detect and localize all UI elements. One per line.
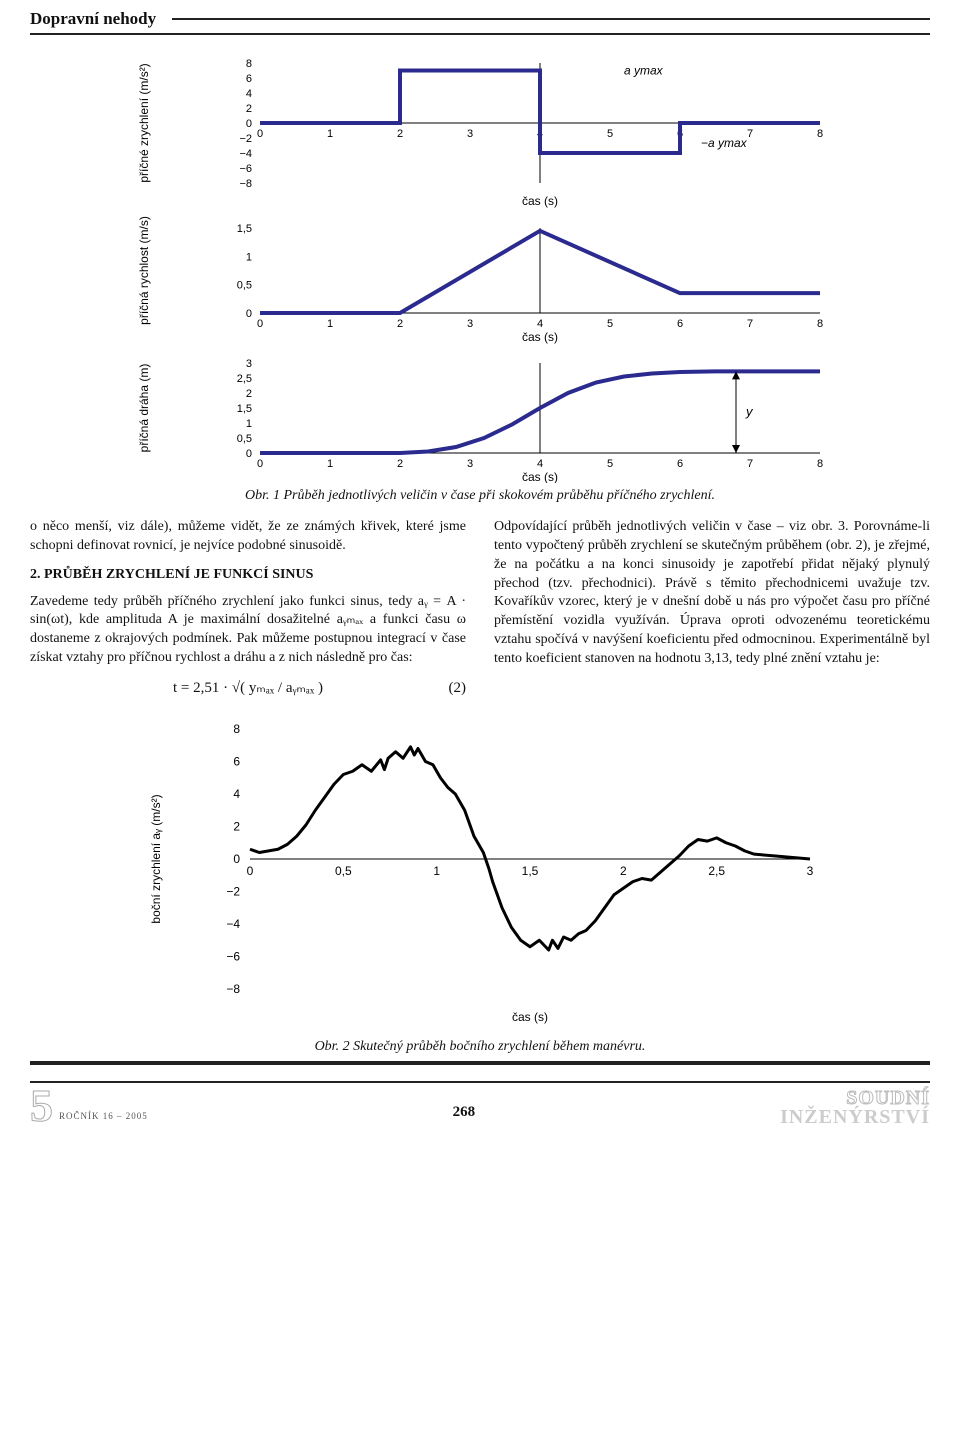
body-columns: o něco menší, viz dále), můžeme vidět, ž… [30,518,930,698]
svg-text:1,5: 1,5 [522,864,539,878]
svg-text:5: 5 [607,128,613,140]
equation-2-body: t = 2,51 · √( yₘₐₓ / aᵧₘₐₓ ) [173,680,323,696]
svg-text:příčné zrychlení (m/s²): příčné zrychlení (m/s²) [137,63,151,182]
svg-text:2,5: 2,5 [237,373,252,385]
svg-text:5: 5 [607,318,613,330]
svg-text:2: 2 [397,128,403,140]
svg-text:0,5: 0,5 [335,864,352,878]
svg-text:čas (s): čas (s) [512,1010,548,1024]
svg-text:0: 0 [246,448,252,460]
brand-line-1: SOUDNÍ [780,1089,930,1108]
svg-text:2,5: 2,5 [708,864,725,878]
svg-text:4: 4 [233,787,240,801]
svg-text:1: 1 [433,864,440,878]
svg-text:−2: −2 [226,885,240,899]
svg-text:3: 3 [807,864,814,878]
svg-text:y: y [745,404,754,419]
figure-2: boční zrychlení aᵧ (m/s²) 8 6 4 2 0 −2 −4 −6 −8 0 0… [130,714,830,1057]
svg-text:−4: −4 [226,917,240,931]
svg-text:−4: −4 [239,148,252,160]
svg-text:8: 8 [246,58,252,70]
page-number: 268 [148,1102,780,1126]
page-header: Dopravní nehody [30,8,156,31]
svg-text:6: 6 [677,318,683,330]
page-footer: 5 ROČNÍK 16 – 2005 268 SOUDNÍ INŽENÝRSTV… [30,1081,930,1126]
figure-1: příčné zrychlení (m/s²) 8 6 4 2 0 −2 −4 −6 −8 0 1 2 3… [130,53,830,506]
figure-1-svg: příčné zrychlení (m/s²) 8 6 4 2 0 −2 −4 −6 −8 0 1 2 3… [130,53,830,483]
svg-text:boční zrychlení aᵧ (m/s²): boční zrychlení aᵧ (m/s²) [149,795,163,924]
svg-text:1: 1 [327,458,333,470]
svg-text:1,5: 1,5 [237,223,252,235]
svg-text:3: 3 [467,128,473,140]
svg-text:−2: −2 [239,133,252,145]
svg-text:3: 3 [246,358,252,370]
svg-text:−6: −6 [239,163,252,175]
svg-text:1: 1 [327,128,333,140]
svg-text:0: 0 [247,864,254,878]
svg-text:příčná dráha (m): příčná dráha (m) [137,364,151,453]
svg-text:1,5: 1,5 [237,403,252,415]
svg-text:4: 4 [537,318,543,330]
svg-text:3: 3 [467,318,473,330]
header-rule [172,18,930,20]
svg-text:0: 0 [246,308,252,320]
svg-text:6: 6 [233,755,240,769]
svg-text:7: 7 [747,128,753,140]
brand-line-2: INŽENÝRSTVÍ [780,1108,930,1127]
figure-1-caption: Obr. 1 Průběh jednotlivých veličin v čas… [130,487,830,506]
svg-text:2: 2 [620,864,627,878]
svg-text:2: 2 [397,318,403,330]
svg-text:0: 0 [257,458,263,470]
footer-rule [30,1061,930,1065]
svg-text:7: 7 [747,458,753,470]
svg-text:−8: −8 [226,982,240,996]
svg-text:1: 1 [246,251,252,263]
svg-text:0: 0 [257,318,263,330]
issue-number: 5 [30,1085,53,1126]
svg-text:0,5: 0,5 [237,280,252,292]
svg-text:2: 2 [233,820,240,834]
svg-text:čas (s): čas (s) [522,470,558,483]
journal-brand: SOUDNÍ INŽENÝRSTVÍ [780,1089,930,1127]
svg-text:6: 6 [246,73,252,85]
svg-text:8: 8 [817,128,823,140]
svg-text:8: 8 [817,318,823,330]
para-method: Zavedeme tedy průběh příčného zrychlení … [30,593,466,669]
para-discussion: Odpovídající průběh jednotlivých veličin… [494,518,930,669]
svg-text:3: 3 [467,458,473,470]
svg-text:2: 2 [246,103,252,115]
svg-text:0,5: 0,5 [237,433,252,445]
svg-text:2: 2 [397,458,403,470]
svg-text:1: 1 [246,418,252,430]
volume-year: ROČNÍK 16 – 2005 [59,1110,148,1122]
svg-text:1: 1 [327,318,333,330]
equation-2-number: (2) [449,678,467,698]
svg-text:a ymax: a ymax [624,63,664,77]
svg-text:−a ymax: −a ymax [701,136,748,150]
svg-text:příčná rychlost (m/s): příčná rychlost (m/s) [137,216,151,325]
svg-text:0: 0 [246,118,252,130]
figure-2-caption: Obr. 2 Skutečný průběh bočního zrychlení… [130,1038,830,1057]
svg-text:0: 0 [257,128,263,140]
svg-text:−8: −8 [239,178,252,190]
svg-text:8: 8 [233,722,240,736]
svg-text:čas (s): čas (s) [522,330,558,344]
svg-text:čas (s): čas (s) [522,194,558,208]
section-2-heading: 2. PRŮBĚH ZRYCHLENÍ JE FUNKCÍ SINUS [30,566,466,585]
svg-text:6: 6 [677,458,683,470]
svg-text:0: 0 [233,852,240,866]
svg-text:7: 7 [747,318,753,330]
svg-text:4: 4 [246,88,252,100]
lead-para: o něco menší, viz dále), můžeme vidět, ž… [30,518,466,556]
figure-2-svg: boční zrychlení aᵧ (m/s²) 8 6 4 2 0 −2 −4 −6 −8 0 0… [130,714,830,1034]
equation-2: t = 2,51 · √( yₘₐₓ / aᵧₘₐₓ ) (2) [30,678,466,698]
svg-text:8: 8 [817,458,823,470]
svg-text:2: 2 [246,388,252,400]
svg-text:4: 4 [537,458,543,470]
svg-text:5: 5 [607,458,613,470]
svg-text:−6: −6 [226,950,240,964]
